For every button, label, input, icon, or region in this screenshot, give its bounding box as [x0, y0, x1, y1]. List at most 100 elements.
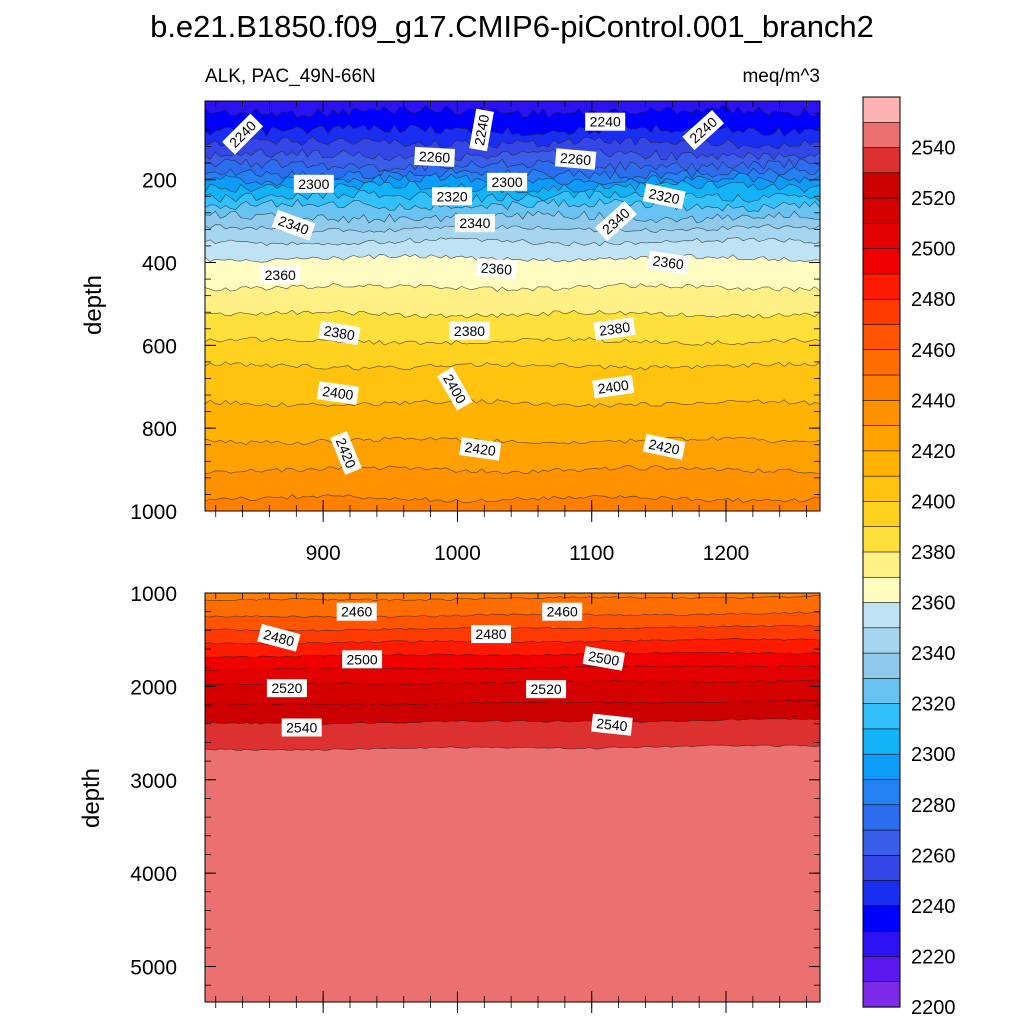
- contour-line: [205, 664, 820, 672]
- contour-label-text: 2300: [492, 174, 523, 190]
- contour-label-text: 2480: [475, 626, 506, 642]
- y-tick-label: 5000: [130, 957, 177, 980]
- contour-label: 2400: [592, 375, 635, 399]
- y-tick-label: 200: [142, 170, 177, 193]
- contour-line: [205, 586, 820, 592]
- contour-label-text: 2420: [647, 436, 681, 458]
- colorbar-swatch: [862, 981, 901, 1008]
- colorbar-swatch: [862, 930, 901, 958]
- contour-label-box: [293, 174, 334, 193]
- colorbar-swatch: [862, 172, 901, 199]
- colorbar-label: 2360: [911, 593, 956, 615]
- colorbar-swatch: [862, 779, 901, 806]
- contour-label-box: [414, 146, 456, 167]
- contour-label-box: [592, 375, 635, 399]
- colorbar-swatch: [862, 425, 901, 452]
- contour-line: [205, 148, 820, 162]
- contour-label-text: 2540: [596, 715, 629, 734]
- colorbar-frame: [862, 96, 901, 1008]
- contour-label-text: 2420: [464, 439, 497, 459]
- contour-label: 2460: [542, 602, 583, 621]
- contour-label: 2520: [266, 679, 307, 698]
- contour-label-box: [591, 713, 633, 736]
- contour-label-box: [257, 623, 301, 652]
- contour-label-text: 2320: [437, 188, 468, 204]
- contour-line: [205, 336, 820, 346]
- contour-label-text: 2320: [647, 185, 681, 207]
- contour-label-box: [222, 113, 264, 155]
- contour-label-box: [682, 109, 725, 151]
- contour-label-box: [475, 258, 517, 280]
- contour-label-box: [554, 148, 597, 170]
- colorbar-swatch: [862, 602, 901, 629]
- contour-label-box: [487, 172, 528, 191]
- contour-label-box: [593, 317, 636, 341]
- contour-line: [205, 399, 820, 408]
- colorbar-label: 2300: [911, 744, 956, 766]
- x-tick-label: 1000: [434, 542, 481, 565]
- colorbar-swatch: [862, 880, 901, 907]
- contour-label-text: 2340: [459, 215, 490, 231]
- contour-label-text: 2480: [262, 626, 296, 650]
- colorbar-swatch: [862, 551, 901, 578]
- y-tick-label: 4000: [130, 863, 177, 886]
- colorbar-label: 2200: [911, 997, 956, 1019]
- contour-line: [205, 679, 820, 686]
- contour-label: 2240: [585, 112, 626, 131]
- colorbar-swatch: [862, 703, 901, 730]
- colorbar-label: 2520: [911, 188, 956, 210]
- contour-label-text: 2260: [559, 150, 592, 169]
- contour-label-text: 2240: [590, 114, 621, 130]
- colorbar-swatch: [862, 753, 901, 781]
- colorbar-swatch: [862, 450, 901, 477]
- contour-line: [205, 136, 820, 150]
- colorbar-label: 2340: [911, 643, 956, 665]
- contour-line: [205, 158, 820, 173]
- colorbar: 2540 2520 2500 2480 2460 2440 2420 2400 2380 2360…: [862, 96, 956, 1019]
- contour-band: [205, 465, 820, 511]
- contour-line: [205, 744, 820, 751]
- contour-label-box: [526, 680, 567, 699]
- contour-label: 2320: [642, 183, 686, 210]
- colorbar-label: 2260: [911, 845, 956, 867]
- y-axis-label-upper: depth: [80, 275, 107, 335]
- colorbar-label: 2220: [911, 946, 956, 968]
- colorbar-swatch: [862, 678, 901, 705]
- contour-label-box: [471, 625, 511, 644]
- contour-label-box: [432, 187, 473, 206]
- contour-line: [205, 210, 820, 224]
- lower-panel: 1000 2000 3000 4000 5000 2460 2460 2480 2480 2500…: [130, 583, 821, 1013]
- contour-label: 2520: [526, 680, 567, 699]
- colorbar-swatch: [862, 324, 901, 351]
- colorbar-swatch: [862, 905, 901, 932]
- y-axis-label-lower: depth: [78, 768, 105, 828]
- contour-line: [205, 198, 820, 213]
- contour-label-box: [542, 602, 583, 621]
- contour-label-box: [342, 650, 383, 669]
- contour-label: 2540: [591, 713, 633, 736]
- contour-label-box: [647, 250, 690, 275]
- contour-label: 2380: [318, 320, 361, 346]
- contour-label-text: 2240: [471, 113, 492, 147]
- contour-label-box: [585, 112, 626, 131]
- contour-label: 2460: [336, 602, 377, 621]
- contour-label: 2380: [593, 317, 636, 341]
- colorbar-label: 2320: [911, 694, 956, 716]
- colorbar-swatch: [862, 223, 901, 250]
- contour-label: 2320: [432, 187, 473, 206]
- variable-label: ALK, PAC_49N-66N: [205, 66, 376, 87]
- contour-line: [205, 624, 820, 632]
- contour-label-text: 2300: [298, 176, 329, 192]
- contour-label: 2420: [459, 437, 502, 461]
- contour-label-text: 2400: [597, 377, 630, 397]
- contour-label-text: 2540: [286, 720, 317, 736]
- colorbar-label: 2420: [911, 441, 956, 463]
- colorbar-swatch: [862, 273, 901, 300]
- colorbar-label: 2500: [911, 239, 956, 261]
- contour-label-text: 2380: [323, 322, 357, 343]
- contour-fill-lower: [205, 586, 820, 1002]
- contour-label-box: [469, 108, 494, 152]
- colorbar-label: 2280: [911, 795, 956, 817]
- colorbar-swatch: [862, 400, 901, 427]
